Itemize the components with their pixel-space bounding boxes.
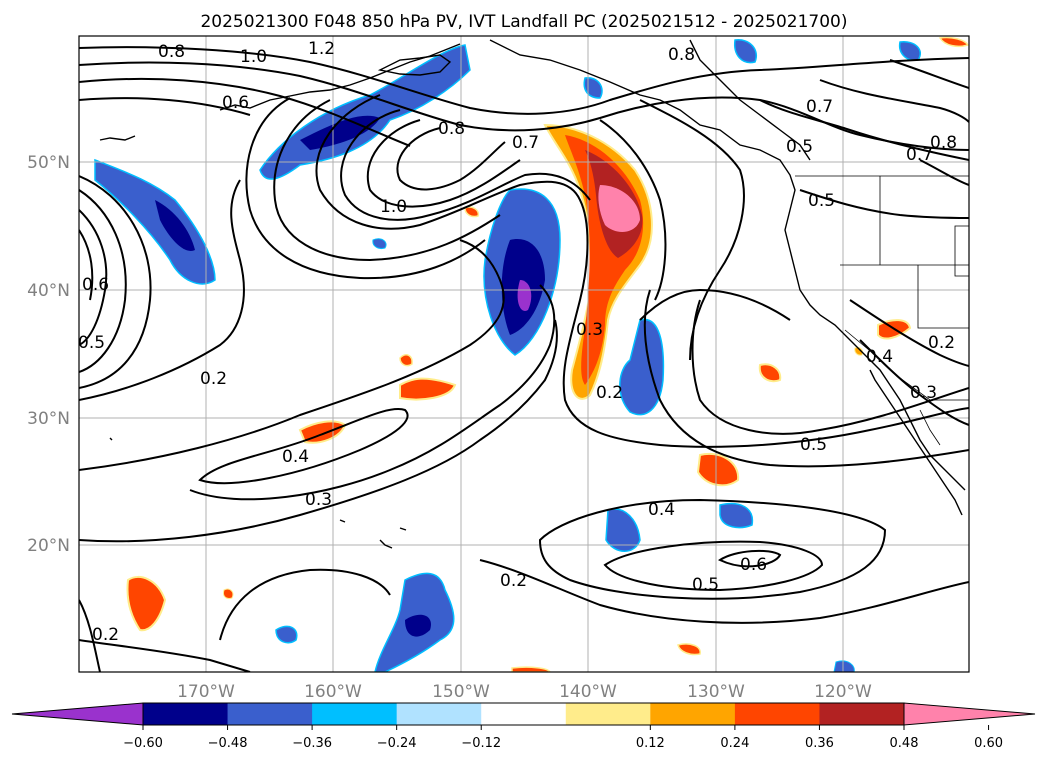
contour-label: 1.0 <box>240 47 267 67</box>
latitude-labels: 50°N 40°N 30°N 20°N <box>27 153 70 556</box>
colorbar: −0.60 −0.48 −0.36 −0.24 −0.12 0.12 0.24 0.36 0.4… <box>11 702 1036 751</box>
lon-label: 170°W <box>177 682 235 702</box>
map-area: 0.8 1.0 1.2 0.6 0.8 0.7 0.5 0.7 0.8 0.5 … <box>78 36 969 672</box>
contour-label: 0.3 <box>576 320 603 340</box>
contour-label: 0.8 <box>930 133 957 153</box>
contour-label: 0.2 <box>92 625 119 645</box>
contour-label: 0.5 <box>786 137 813 157</box>
contour-label: 0.6 <box>222 93 249 113</box>
colorbar-segment <box>396 703 482 725</box>
colorbar-ticks <box>142 725 990 730</box>
contour-label: 0.4 <box>866 347 893 367</box>
colorbar-tick-label: 0.60 <box>974 736 1003 751</box>
map-title: 2025021300 F048 850 hPa PV, IVT Landfall… <box>200 12 847 32</box>
negative-pv-shading <box>94 39 921 672</box>
lat-label: 50°N <box>27 153 70 173</box>
lon-label: 150°W <box>432 682 490 702</box>
lat-label: 40°N <box>27 281 70 301</box>
longitude-labels: 170°W 160°W 150°W 140°W 130°W 120°W <box>177 682 872 702</box>
colorbar-segment <box>481 703 567 725</box>
contour-label: 1.0 <box>380 197 407 217</box>
contour-label: 0.2 <box>928 333 955 353</box>
pv-contours <box>79 46 969 672</box>
lon-label: 130°W <box>687 682 745 702</box>
contour-label: 0.3 <box>305 490 332 510</box>
lat-label: 20°N <box>27 536 70 556</box>
colorbar-tick-label: −0.60 <box>123 736 163 751</box>
colorbar-tick-label: 0.48 <box>890 736 919 751</box>
lon-label: 140°W <box>559 682 617 702</box>
contour-label: 0.6 <box>740 555 767 575</box>
colorbar-segment <box>650 703 736 725</box>
colorbar-tick-label: 0.12 <box>636 736 665 751</box>
contour-label: 0.4 <box>282 447 309 467</box>
lon-label: 120°W <box>814 682 872 702</box>
colorbar-labels: −0.60 −0.48 −0.36 −0.24 −0.12 0.12 0.24 0.36 0.4… <box>123 736 1003 751</box>
contour-label: 0.5 <box>800 435 827 455</box>
colorbar-outline <box>142 702 905 726</box>
lon-label: 160°W <box>304 682 362 702</box>
colorbar-tick-label: −0.12 <box>461 736 501 751</box>
colorbar-segment <box>227 703 313 725</box>
map-frame <box>78 35 970 673</box>
contour-label: 0.7 <box>512 133 539 153</box>
contour-label: 0.5 <box>808 191 835 211</box>
contour-label: 0.3 <box>910 383 937 403</box>
contour-label: 0.8 <box>158 42 185 62</box>
contour-label: 0.2 <box>596 383 623 403</box>
colorbar-extend-min <box>11 702 144 726</box>
colorbar-segment <box>312 703 398 725</box>
contour-label: 0.2 <box>500 571 527 591</box>
contour-labels: 0.8 1.0 1.2 0.6 0.8 0.7 0.5 0.7 0.8 0.5 … <box>78 39 957 645</box>
colorbar-tick-label: −0.36 <box>292 736 332 751</box>
contour-label: 0.8 <box>668 45 695 65</box>
lat-label: 30°N <box>27 409 70 429</box>
positive-pv-shading <box>126 36 969 672</box>
colorbar-segment <box>819 703 905 725</box>
contour-label: 1.2 <box>308 39 335 59</box>
colorbar-segment <box>565 703 651 725</box>
colorbar-segments <box>11 702 1036 726</box>
colorbar-tick-label: 0.24 <box>720 736 749 751</box>
colorbar-tick-label: 0.36 <box>805 736 834 751</box>
contour-label: 0.5 <box>692 575 719 595</box>
colorbar-tick-label: −0.48 <box>208 736 248 751</box>
colorbar-tick-label: −0.24 <box>377 736 417 751</box>
contour-label: 0.2 <box>200 369 227 389</box>
contour-label: 0.8 <box>438 119 465 139</box>
contour-label: 0.7 <box>906 145 933 165</box>
contour-label: 0.4 <box>648 500 675 520</box>
gridlines <box>79 36 969 672</box>
contour-label: 0.6 <box>82 275 109 295</box>
colorbar-extend-max <box>903 702 1036 726</box>
contour-label: 0.7 <box>806 97 833 117</box>
contour-label: 0.5 <box>78 333 105 353</box>
colorbar-segment <box>734 703 820 725</box>
colorbar-segment <box>143 703 229 725</box>
